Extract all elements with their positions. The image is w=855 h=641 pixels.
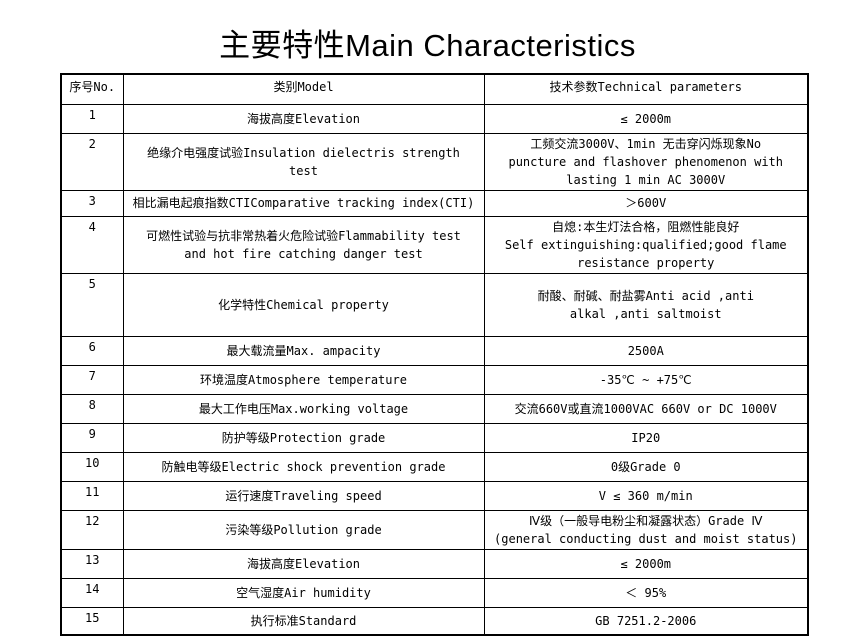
row-params: Ⅳ级（一般导电粉尘和凝露状态）Grade Ⅳ (general conducti…: [483, 509, 809, 550]
table-row: 4 可燃性试验与抗非常热着火危险试验Flammability test and …: [60, 215, 809, 274]
row-params: -35℃ ~ +75℃: [483, 364, 809, 395]
row-model: 运行速度Traveling speed: [122, 480, 485, 511]
table-row: 11 运行速度Traveling speed V ≤ 360 m/min: [60, 480, 809, 511]
table-row: 13 海拔高度Elevation ≤ 2000m: [60, 548, 809, 579]
table-row: 6 最大载流量Max. ampacity 2500A: [60, 335, 809, 366]
table-row: 15 执行标准Standard GB 7251.2-2006: [60, 606, 809, 636]
row-model: 防触电等级Electric shock prevention grade: [122, 451, 485, 482]
row-no: 3: [60, 189, 124, 217]
row-params: ＞600V: [483, 189, 809, 217]
row-params: V ≤ 360 m/min: [483, 480, 809, 511]
row-no: 2: [60, 132, 124, 191]
row-params: 自熄:本生灯法合格，阻燃性能良好 Self extinguishing:qual…: [483, 215, 809, 274]
row-model: 相比漏电起痕指数CTIComparative tracking index(CT…: [122, 189, 485, 217]
row-no: 10: [60, 451, 124, 482]
row-params: GB 7251.2-2006: [483, 606, 809, 636]
table-row: 1 海拔高度Elevation ≤ 2000m: [60, 103, 809, 134]
col-header-params: 技术参数Technical parameters: [483, 73, 809, 105]
row-params: ≤ 2000m: [483, 103, 809, 134]
table-row: 3 相比漏电起痕指数CTIComparative tracking index(…: [60, 189, 809, 217]
row-model: 可燃性试验与抗非常热着火危险试验Flammability test and ho…: [122, 215, 485, 274]
row-model: 空气湿度Air humidity: [122, 577, 485, 608]
row-no: 14: [60, 577, 124, 608]
row-no: 5: [60, 272, 124, 337]
table-row: 10 防触电等级Electric shock prevention grade …: [60, 451, 809, 482]
table-row: 8 最大工作电压Max.working voltage 交流660V或直流100…: [60, 393, 809, 424]
row-model: 海拔高度Elevation: [122, 103, 485, 134]
row-model: 化学特性Chemical property: [122, 272, 485, 337]
col-header-model: 类别Model: [122, 73, 485, 105]
row-no: 11: [60, 480, 124, 511]
row-params: 0级Grade 0: [483, 451, 809, 482]
table-row: 14 空气湿度Air humidity ＜ 95%: [60, 577, 809, 608]
table-row: 5 化学特性Chemical property 耐酸、耐碱、耐盐雾Anti ac…: [60, 272, 809, 337]
table-row: 7 环境温度Atmosphere temperature -35℃ ~ +75℃: [60, 364, 809, 395]
row-model: 执行标准Standard: [122, 606, 485, 636]
row-model: 最大工作电压Max.working voltage: [122, 393, 485, 424]
row-no: 13: [60, 548, 124, 579]
row-model: 最大载流量Max. ampacity: [122, 335, 485, 366]
row-no: 6: [60, 335, 124, 366]
col-header-no: 序号No.: [60, 73, 124, 105]
page-title: 主要特性Main Characteristics: [219, 28, 636, 63]
row-no: 8: [60, 393, 124, 424]
row-model: 污染等级Pollution grade: [122, 509, 485, 550]
row-params: 交流660V或直流1000VAC 660V or DC 1000V: [483, 393, 809, 424]
table-row: 2 绝缘介电强度试验Insulation dielectris strength…: [60, 132, 809, 191]
row-model: 防护等级Protection grade: [122, 422, 485, 453]
row-params: ＜ 95%: [483, 577, 809, 608]
row-model: 环境温度Atmosphere temperature: [122, 364, 485, 395]
table-row: 9 防护等级Protection grade IP20: [60, 422, 809, 453]
row-no: 9: [60, 422, 124, 453]
row-no: 7: [60, 364, 124, 395]
row-no: 4: [60, 215, 124, 274]
row-no: 12: [60, 509, 124, 550]
row-no: 15: [60, 606, 124, 636]
row-model: 绝缘介电强度试验Insulation dielectris strength t…: [122, 132, 485, 191]
row-params: IP20: [483, 422, 809, 453]
row-params: 2500A: [483, 335, 809, 366]
row-params: ≤ 2000m: [483, 548, 809, 579]
row-no: 1: [60, 103, 124, 134]
table-row: 12 污染等级Pollution grade Ⅳ级（一般导电粉尘和凝露状态）Gr…: [60, 509, 809, 550]
row-params: 耐酸、耐碱、耐盐雾Anti acid ,anti alkal ,anti sal…: [483, 272, 809, 337]
row-params: 工频交流3000V、1min 无击穿闪烁现象No puncture and fl…: [483, 132, 809, 191]
row-model: 海拔高度Elevation: [122, 548, 485, 579]
table-header-row: 序号No. 类别Model 技术参数Technical parameters: [60, 73, 809, 105]
characteristics-table: 序号No. 类别Model 技术参数Technical parameters 1…: [60, 73, 809, 636]
